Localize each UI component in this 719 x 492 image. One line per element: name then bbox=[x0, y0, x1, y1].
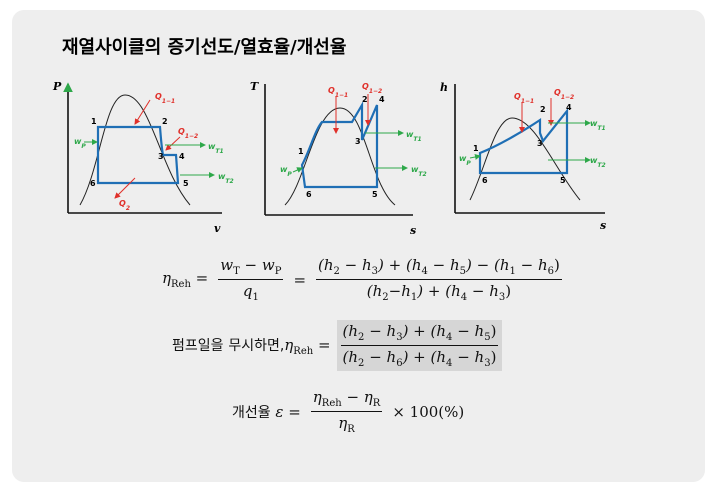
work-label: wT1 bbox=[406, 130, 422, 143]
point: 3 bbox=[537, 139, 543, 148]
y-label: T bbox=[250, 80, 259, 93]
point: 5 bbox=[560, 176, 566, 185]
denominator: (h2 − h6) + (h4 − h3) bbox=[342, 348, 497, 369]
numerator: (h2 − h3) + (h4 − h5) − (h1 − h6) bbox=[316, 256, 562, 280]
y-label: h bbox=[440, 81, 448, 94]
numerator: wT − wP bbox=[218, 256, 284, 280]
heat-label: Q1−2 bbox=[178, 127, 198, 140]
work-label: wP bbox=[459, 154, 471, 167]
point: 1 bbox=[298, 147, 304, 156]
point: 6 bbox=[306, 190, 312, 199]
fraction: (h2 − h3) + (h4 − h5) (h2 − h6) + (h4 − h… bbox=[336, 320, 503, 371]
x-label: v bbox=[214, 222, 221, 235]
work-label: wP bbox=[280, 165, 292, 178]
work-label: wT2 bbox=[590, 156, 606, 169]
denominator: ηR bbox=[338, 414, 355, 435]
x-label: s bbox=[410, 224, 416, 237]
formula-text: × 100(%) bbox=[392, 402, 465, 421]
point: 3 bbox=[355, 137, 361, 146]
point: 6 bbox=[482, 176, 488, 185]
point: 1 bbox=[473, 144, 479, 153]
point: 2 bbox=[162, 117, 168, 126]
work-label: wT1 bbox=[590, 119, 606, 132]
formula-text: 펌프일을 무시하면,ηReh = bbox=[172, 335, 331, 357]
point: 5 bbox=[372, 190, 378, 199]
work-label: wT2 bbox=[218, 172, 234, 185]
point: 2 bbox=[362, 95, 368, 104]
heat-label: Q1−1 bbox=[155, 92, 175, 105]
formula-text: = bbox=[293, 270, 307, 289]
point: 6 bbox=[90, 179, 96, 188]
point: 3 bbox=[158, 152, 164, 161]
formula: ηReh = wT − wP q1 = (h2 − h3) + (h4 − h5) − … bbox=[162, 254, 572, 305]
numerator: ηReh − ηR bbox=[310, 388, 383, 412]
point: 4 bbox=[179, 152, 185, 161]
denominator: q1 bbox=[242, 282, 259, 303]
pv-diagram: P v 1 2 3 4 5 6 Q1−1 Q1−2 Q2 wP wT1 wT2 bbox=[52, 80, 234, 235]
slide bbox=[12, 10, 705, 482]
point: 5 bbox=[183, 179, 189, 188]
fraction: wT − wP q1 bbox=[214, 254, 287, 305]
heat-label: Q1−2 bbox=[362, 82, 382, 95]
work-label: wP bbox=[74, 137, 86, 150]
hs-diagram: h s 1 2 3 4 5 6 Q1−1 Q1−2 wP wT1 wT2 bbox=[440, 81, 606, 232]
point: 1 bbox=[91, 117, 97, 126]
y-label: P bbox=[52, 80, 62, 93]
ts-diagram: T s 1 2 3 4 5 6 Q1−1 Q1−2 wP wT1 wT2 bbox=[250, 80, 427, 237]
formula: 펌프일을 무시하면,ηReh = (h2 − h3) + (h4 − h5) (h2… bbox=[172, 320, 508, 371]
point: 4 bbox=[379, 95, 385, 104]
numerator: (h2 − h3) + (h4 − h5) bbox=[340, 322, 499, 346]
point: 2 bbox=[540, 105, 546, 114]
denominator: (h2−h1) + (h4 − h3) bbox=[366, 282, 512, 303]
heat-label: Q2 bbox=[119, 199, 130, 212]
heat-label: Q1−1 bbox=[328, 86, 348, 99]
formula: 개선율 ε = ηReh − ηR ηR × 100(%) bbox=[232, 386, 464, 437]
formula-text: 개선율 ε = bbox=[232, 402, 301, 421]
point: 4 bbox=[566, 103, 572, 112]
heat-label: Q1−2 bbox=[554, 88, 574, 101]
work-label: wT2 bbox=[411, 165, 427, 178]
formula-text: ηReh = bbox=[162, 269, 209, 290]
heat-label: Q1−1 bbox=[514, 92, 534, 105]
x-label: s bbox=[600, 219, 606, 232]
title: 재열사이클의 증기선도/열효율/개선율 bbox=[62, 37, 346, 58]
fraction: ηReh − ηR ηR bbox=[307, 386, 387, 437]
fraction: (h2 − h3) + (h4 − h5) − (h1 − h6) (h2−h1)… bbox=[312, 254, 566, 305]
work-label: wT1 bbox=[208, 142, 224, 155]
